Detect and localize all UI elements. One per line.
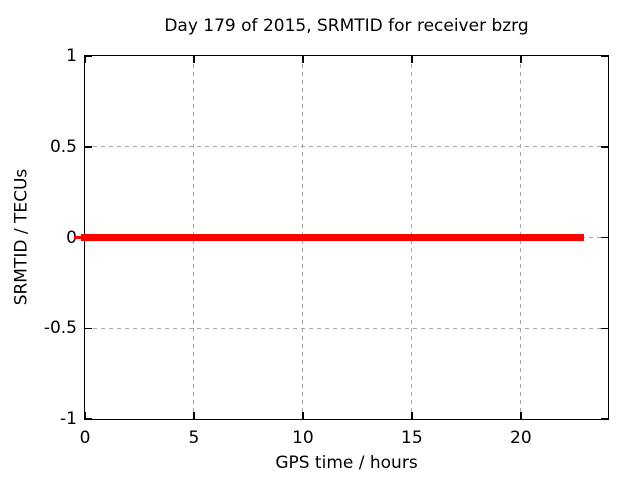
h-gridline xyxy=(85,327,608,329)
x-tick-mark xyxy=(193,412,195,419)
y-tick-label: 1 xyxy=(66,46,77,66)
x-tick-label: 0 xyxy=(79,428,91,448)
y-tick-mark-right xyxy=(601,418,608,420)
y-tick-mark xyxy=(85,146,92,148)
series-srmtid-line xyxy=(73,234,585,241)
y-tick-label: 0.5 xyxy=(49,136,77,157)
x-tick-mark xyxy=(302,412,304,419)
y-tick-mark xyxy=(85,55,92,57)
y-tick-mark xyxy=(85,327,92,329)
x-axis-label: GPS time / hours xyxy=(275,453,418,473)
y-tick-mark-right xyxy=(601,236,608,239)
y-tick-mark-right xyxy=(601,146,608,148)
x-tick-mark-top xyxy=(193,56,195,63)
x-tick-mark xyxy=(84,412,86,419)
x-tick-label: 5 xyxy=(188,428,200,448)
chart-title: Day 179 of 2015, SRMTID for receiver bzr… xyxy=(164,16,529,36)
y-tick-mark-right xyxy=(601,55,608,57)
plot-area: 0 5 10 15 20 1 0.5 0 -0.5 -1 xyxy=(44,46,609,448)
x-tick-mark xyxy=(411,412,413,419)
y-tick-label: -1 xyxy=(60,409,77,429)
y-tick-label: -0.5 xyxy=(43,318,77,339)
x-tick-mark-top xyxy=(302,56,304,63)
x-tick-mark xyxy=(520,412,522,419)
x-tick-mark-top xyxy=(411,56,413,63)
h-gridline xyxy=(85,146,608,148)
x-tick-label: 20 xyxy=(510,428,532,448)
x-tick-mark-top xyxy=(520,56,522,63)
x-tick-label: 15 xyxy=(401,428,423,448)
y-tick-label: 0 xyxy=(66,227,77,248)
y-tick-mark xyxy=(85,418,92,420)
x-tick-label: 10 xyxy=(292,428,314,448)
y-tick-mark-right xyxy=(601,327,608,329)
x-tick-mark-top xyxy=(84,56,86,63)
